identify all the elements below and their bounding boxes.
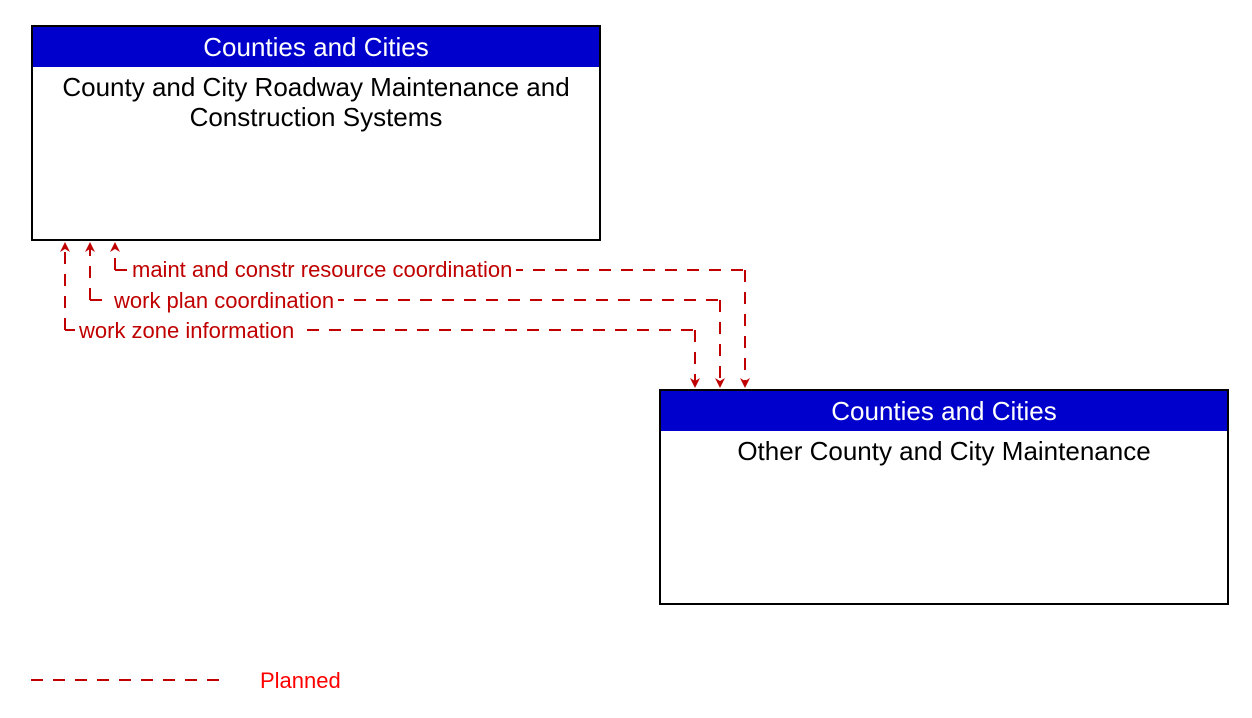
entity-box-top-body: County and City Roadway Maintenance and … — [33, 67, 599, 133]
flow-label-1: maint and constr resource coordination — [128, 257, 516, 283]
flow-label-3: work zone information — [75, 318, 298, 344]
entity-box-bottom: Counties and Cities Other County and Cit… — [659, 389, 1229, 605]
entity-box-bottom-header: Counties and Cities — [661, 391, 1227, 431]
entity-box-top: Counties and Cities County and City Road… — [31, 25, 601, 241]
flow-label-2: work plan coordination — [110, 288, 338, 314]
entity-box-bottom-body: Other County and City Maintenance — [661, 431, 1227, 467]
legend-label: Planned — [260, 668, 341, 694]
entity-box-top-header: Counties and Cities — [33, 27, 599, 67]
